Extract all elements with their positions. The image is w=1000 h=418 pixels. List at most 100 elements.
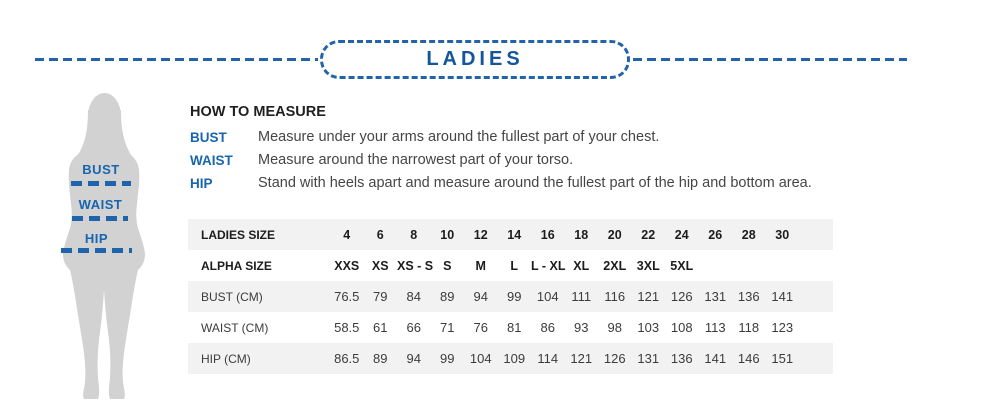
size-table-cell: XS - S (397, 258, 434, 273)
size-table-cell: 10 (440, 227, 455, 242)
size-table-cell: 121 (637, 289, 660, 304)
size-table-cell: 61 (373, 320, 388, 335)
ladies-banner: LADIES (320, 40, 630, 79)
size-table-cell: 108 (670, 320, 693, 335)
size-table-cell: 76.5 (334, 289, 360, 304)
size-table-cell: 104 (469, 351, 492, 366)
size-table-cell: 71 (440, 320, 455, 335)
size-table-cell: 121 (570, 351, 593, 366)
size-table-cell: 94 (473, 289, 488, 304)
size-table-cell: 66 (406, 320, 421, 335)
size-table-cell: 99 (440, 351, 455, 366)
banner-dashed-line-left (35, 58, 318, 61)
size-table-cell: 89 (373, 351, 388, 366)
size-table-cell: 86 (540, 320, 555, 335)
size-table-cell: 76 (473, 320, 488, 335)
size-table-cell: 118 (738, 320, 760, 335)
figure-bust-label: BUST (82, 162, 120, 177)
size-table-cell: 113 (704, 320, 726, 335)
size-table-cell: 12 (473, 227, 488, 242)
size-table: LADIES SIZE 4 6 8 10 12 14 16 18 20 22 24 26 28 30 ALPH… (188, 219, 833, 374)
size-table-row-label: HIP (CM) (201, 351, 251, 366)
size-table-cell: 8 (410, 227, 418, 242)
banner-dashed-line-right (633, 58, 907, 61)
size-table-row: ALPHA SIZE XXS XS XS - S S M L L - XL XL 2XL 3XL 5X… (188, 250, 833, 281)
size-table-row-label: ALPHA SIZE (201, 258, 272, 273)
how-to-measure-heading: HOW TO MEASURE (190, 104, 326, 120)
size-table-cell: 14 (507, 227, 522, 242)
size-table-cell: 136 (670, 351, 693, 366)
size-table-cell: 28 (741, 227, 756, 242)
measure-text-bust: Measure under your arms around the fulle… (258, 129, 660, 145)
size-table-cell: 131 (637, 351, 660, 366)
size-table-cell: 84 (406, 289, 421, 304)
size-table-cell: 126 (603, 351, 626, 366)
size-table-cell: 151 (771, 351, 794, 366)
figure-waist-label: WAIST (78, 197, 123, 212)
size-table-cell: 136 (737, 289, 760, 304)
size-table-cell: 111 (571, 289, 592, 304)
size-table-cell: 18 (574, 227, 589, 242)
size-table-cell: 98 (607, 320, 622, 335)
size-table-row-label: BUST (CM) (201, 289, 263, 304)
size-table-cell: 104 (536, 289, 559, 304)
size-table-cell: 99 (507, 289, 522, 304)
size-table-cell: 141 (771, 289, 794, 304)
figure-hip-dash-line (61, 248, 132, 253)
size-table-cell: 94 (406, 351, 421, 366)
size-table-cell: 86.5 (334, 351, 360, 366)
size-table-cell: 4 (343, 227, 351, 242)
size-table-cell: XXS (334, 258, 360, 273)
size-table-row: WAIST (CM) 58.5 61 66 71 76 81 86 93 98 103 108 113 1… (188, 312, 833, 343)
measure-text-hip: Stand with heels apart and measure aroun… (258, 175, 812, 191)
size-table-cell: 6 (376, 227, 384, 242)
how-to-measure-section: HOW TO MEASURE BUST Measure under your a… (190, 104, 890, 195)
measure-row-waist: WAIST Measure around the narrowest part … (190, 149, 890, 172)
size-table-cell: 116 (604, 289, 626, 304)
size-table-cell: 103 (637, 320, 660, 335)
size-table-cell: 22 (641, 227, 656, 242)
size-table-cell: 146 (737, 351, 760, 366)
size-table-row: LADIES SIZE 4 6 8 10 12 14 16 18 20 22 24 26 28 30 (188, 219, 833, 250)
size-table-cell: 20 (607, 227, 622, 242)
size-table-cell: 123 (771, 320, 794, 335)
figure-hip-label: HIP (84, 231, 109, 246)
size-table-cell: 58.5 (334, 320, 360, 335)
size-table-cell: M (475, 258, 486, 273)
figure-waist-dash-line (72, 216, 128, 221)
measure-row-hip: HIP Stand with heels apart and measure a… (190, 172, 890, 195)
size-table-cell: 24 (674, 227, 689, 242)
size-table-cell: 3XL (636, 258, 660, 273)
size-table-cell: 93 (574, 320, 589, 335)
size-table-cell: XS (371, 258, 389, 273)
size-table-cell: 81 (507, 320, 522, 335)
size-table-cell: 16 (540, 227, 555, 242)
female-silhouette-icon (63, 93, 145, 399)
size-table-row: BUST (CM) 76.5 79 84 89 94 99 104 111 116 121 126 13… (188, 281, 833, 312)
size-table-cell: 89 (440, 289, 455, 304)
size-table-row-label: WAIST (CM) (201, 320, 269, 335)
size-table-cell: 30 (775, 227, 790, 242)
measure-row-bust: BUST Measure under your arms around the … (190, 126, 890, 149)
measure-label-bust: BUST (190, 130, 227, 145)
measure-label-hip: HIP (190, 176, 213, 191)
size-table-cell: 109 (503, 351, 526, 366)
size-table-cell: L (510, 258, 519, 273)
size-table-row: HIP (CM) 86.5 89 94 99 104 109 114 121 126 131 136 1… (188, 343, 833, 374)
measure-text-waist: Measure around the narrowest part of you… (258, 152, 574, 168)
size-table-row-label: LADIES SIZE (201, 227, 276, 242)
size-table-cell: 141 (704, 351, 727, 366)
measure-label-waist: WAIST (190, 153, 233, 168)
size-table-cell: L - XL (531, 258, 566, 273)
size-table-cell: 26 (708, 227, 723, 242)
size-table-cell: 5XL (670, 258, 694, 273)
size-table-cell: 131 (704, 289, 727, 304)
size-table-cell: S (443, 258, 452, 273)
size-table-cell: 2XL (603, 258, 627, 273)
figure-bust-dash-line (71, 181, 131, 186)
size-table-cell: 114 (537, 351, 559, 366)
banner-title: LADIES (426, 48, 524, 70)
size-table-cell: 126 (670, 289, 693, 304)
size-table-cell: 79 (373, 289, 388, 304)
